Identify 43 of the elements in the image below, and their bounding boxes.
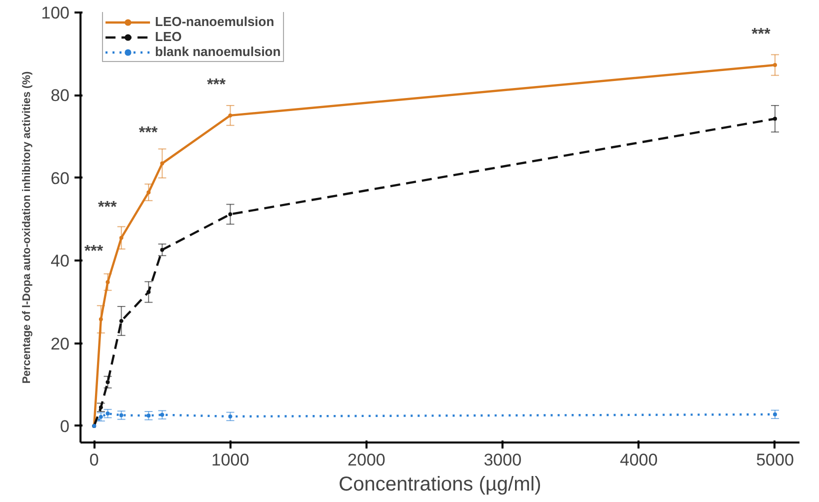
point [98, 405, 103, 410]
point [160, 161, 164, 166]
annotation: *** [138, 124, 158, 142]
y-tick-label: 60 [50, 168, 70, 188]
annotation: *** [206, 76, 226, 94]
annotation: *** [98, 198, 118, 216]
point [146, 290, 151, 294]
legend-label: LEO-nanoemulsion [155, 14, 274, 29]
point [228, 113, 232, 118]
x-tick-label: 2000 [348, 450, 386, 470]
x-tick-label: 4000 [620, 450, 658, 470]
legend-label: LEO [155, 29, 182, 44]
point [160, 412, 164, 417]
x-tick-label: 5000 [756, 450, 794, 470]
point [772, 63, 777, 68]
point [228, 212, 232, 216]
y-tick-label: 0 [60, 416, 70, 436]
y-axis-title: Percentage of l-Dopa auto-oxidation inhibitory activities (%) [21, 71, 34, 384]
y-tick-label: 20 [50, 334, 70, 354]
point [146, 190, 151, 194]
x-tick-label: 3000 [484, 450, 522, 470]
point [106, 412, 110, 416]
point [98, 317, 103, 322]
annotation: *** [84, 243, 104, 260]
point [106, 380, 110, 384]
x-tick-label: 0 [89, 450, 99, 470]
point [160, 248, 164, 252]
point [772, 116, 777, 121]
point [119, 236, 124, 240]
x-axis-title: Concentrations (µg/ml) [338, 474, 542, 496]
y-tick-label: 100 [41, 4, 70, 22]
point [119, 318, 124, 323]
point [228, 414, 232, 418]
annotation: *** [752, 26, 772, 44]
point [98, 414, 103, 419]
point [106, 280, 110, 284]
x-tick-label: 1000 [211, 450, 250, 470]
point [146, 414, 151, 418]
legend-label: blank nanoemulsion [155, 44, 281, 59]
point [772, 412, 777, 416]
point [119, 413, 124, 418]
y-tick-label: 80 [50, 86, 70, 106]
y-tick-label: 40 [50, 252, 70, 271]
